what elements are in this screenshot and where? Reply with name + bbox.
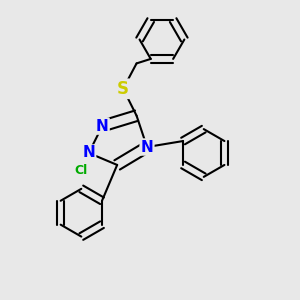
Text: N: N: [82, 146, 95, 160]
Text: S: S: [117, 80, 129, 98]
Text: N: N: [141, 140, 153, 154]
Text: N: N: [96, 118, 109, 134]
Text: Cl: Cl: [75, 164, 88, 177]
